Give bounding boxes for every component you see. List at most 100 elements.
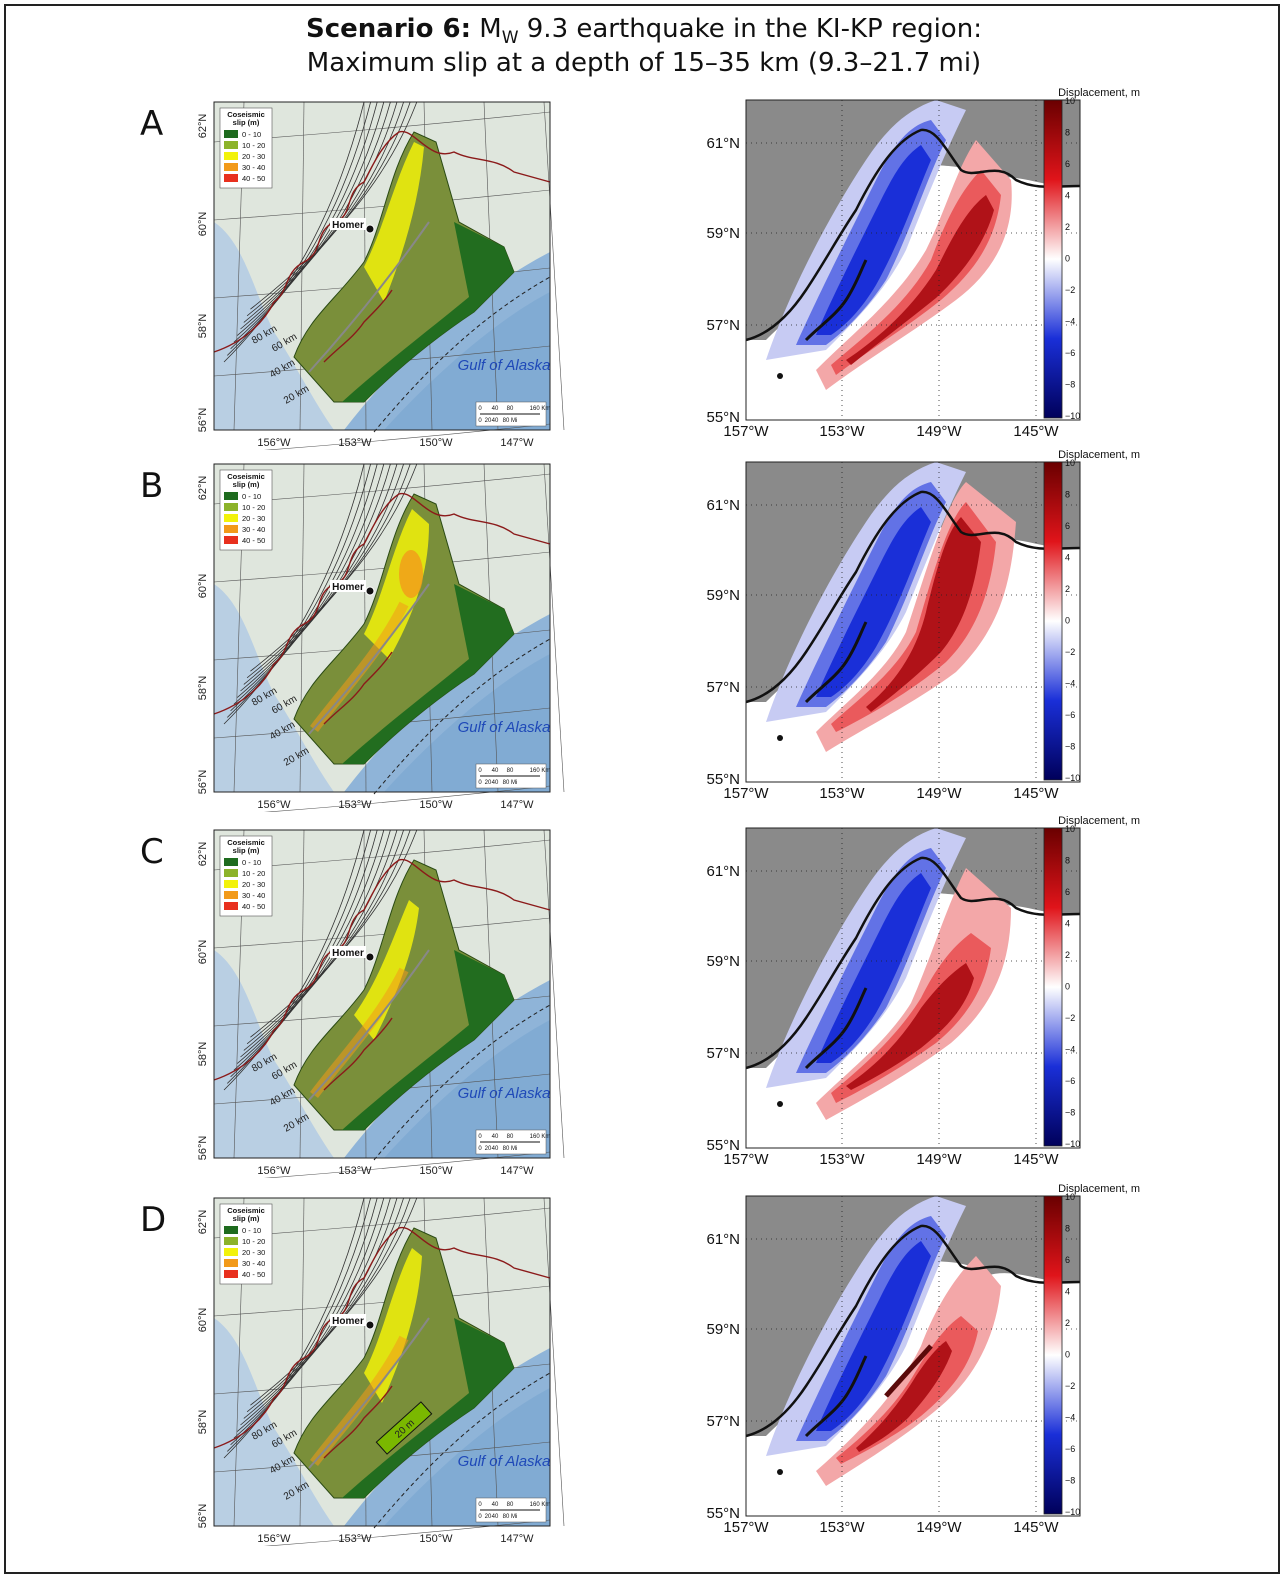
colorbar-tick: −2 <box>1065 285 1075 295</box>
subsidence-core <box>816 507 931 697</box>
slip-legend-swatch <box>224 1259 238 1267</box>
trench-line <box>373 638 551 795</box>
slip-legend-swatch <box>224 514 238 522</box>
colorbar-tick: 8 <box>1065 490 1070 500</box>
slip-legend-swatch <box>224 1270 238 1278</box>
scale-mi-label: 40 <box>492 1514 499 1520</box>
displacement-lat-tick: 55°N <box>706 1137 740 1154</box>
meridian-line <box>543 101 565 431</box>
slip-lon-tick: 156°W <box>257 799 291 811</box>
slip-legend-label: 20 - 30 <box>242 514 265 523</box>
slip-legend-label: 30 - 40 <box>242 525 265 534</box>
colorbar-bar <box>1043 827 1063 1147</box>
depth-contour <box>243 829 404 1051</box>
displacement-map-body: 157°W 153°W 149°W 145°W 61°N 59°N 57°N 55°N <box>706 99 1081 438</box>
colorbar-tick: −2 <box>1065 1381 1075 1391</box>
scale-mi-label: 20 <box>485 1514 492 1520</box>
coastline <box>213 1226 551 1449</box>
scale-km-label: 40 <box>492 406 499 412</box>
title-magnitude-text: 9.3 earthquake in the KI-KP region: <box>518 14 982 44</box>
slip-map-border <box>213 101 551 431</box>
depth-contour <box>250 463 418 672</box>
colorbar-bar <box>1043 99 1063 419</box>
slip-legend-label: 10 - 20 <box>242 141 265 150</box>
coastline <box>745 1224 1081 1438</box>
displacement-lon-tick: 145°W <box>1013 1519 1059 1534</box>
slip-legend-swatch <box>224 536 238 544</box>
scenario-label: Scenario 6: <box>306 14 471 44</box>
mid-depth-line <box>308 1317 430 1469</box>
scale-mi-label: 0 <box>478 1146 482 1152</box>
slip-lat-tick-group: 58°N <box>197 314 209 339</box>
colorbar-tick: −4 <box>1065 317 1075 327</box>
slip-lat-tick-group: 56°N <box>197 408 209 433</box>
colorbar-tick: −10 <box>1065 411 1080 421</box>
displacement-lon-tick: 157°W <box>723 423 769 438</box>
high-slip-band <box>354 900 419 1040</box>
scale-mi-label: 0 <box>478 418 482 424</box>
deep-ocean-shape <box>384 1388 550 1526</box>
uplift-core <box>866 517 981 712</box>
trench-line <box>373 1004 551 1161</box>
slip-legend-subtitle: slip (m) <box>233 118 260 127</box>
displacement-lon-tick: 149°W <box>916 1519 962 1534</box>
slip-legend-swatch <box>224 152 238 160</box>
slip-lat-tick: 58°N <box>197 676 209 701</box>
slip-lat-tick: 60°N <box>197 940 209 965</box>
displacement-lat-tick: 57°N <box>706 1045 740 1062</box>
title-magnitude-prefix: M <box>470 14 502 44</box>
scale-mi-label: 80 Mi <box>503 418 518 424</box>
bay-shape <box>214 950 334 1158</box>
slip-legend-swatch <box>224 141 238 149</box>
uplift-core <box>846 963 974 1090</box>
colorbar-tick: 4 <box>1065 191 1070 201</box>
displacement-lat-tick: 59°N <box>706 1321 740 1338</box>
slip-legend-label: 30 - 40 <box>242 891 265 900</box>
sea-label: Gulf of Alaska <box>458 719 551 736</box>
displacement-lon-tick: 149°W <box>916 785 962 800</box>
colorbar-tick: 8 <box>1065 1224 1070 1234</box>
parallel-line <box>263 1519 551 1546</box>
meridian-line <box>299 1197 305 1527</box>
scale-km-label: 40 <box>492 768 499 774</box>
slip-map-border <box>213 1197 551 1527</box>
displacement-lon-tick: 153°W <box>819 785 865 800</box>
depth-contour <box>223 101 365 363</box>
colorbar-tick: 8 <box>1065 856 1070 866</box>
displacement-lon-tick: 145°W <box>1013 1151 1059 1166</box>
colorbar-tick: −10 <box>1065 1139 1080 1149</box>
scale-km-label: 160 Km <box>530 1502 551 1508</box>
colorbar-tick: 0 <box>1065 982 1070 992</box>
displacement-map-border <box>745 461 1081 783</box>
scale-km-label: 80 <box>507 1134 514 1140</box>
panel-letter-c: C <box>140 832 164 872</box>
homer-label-box <box>330 946 366 958</box>
subsidence-core <box>816 145 931 335</box>
slip-legend-swatch <box>224 130 238 138</box>
slip-legend-swatch <box>224 163 238 171</box>
island-dot <box>777 373 783 379</box>
displacement-lat-tick: 57°N <box>706 317 740 334</box>
scale-km-label: 160 Km <box>530 768 551 774</box>
depth-contour <box>250 101 418 310</box>
displacement-map-body: 157°W 153°W 149°W 145°W 61°N 59°N 57°N 55°N <box>706 827 1081 1166</box>
meridian-line <box>543 1197 565 1527</box>
uplift-core <box>846 195 994 365</box>
shallow-slip-band <box>342 584 514 764</box>
kodiak-coastline <box>804 1355 868 1438</box>
colorbar-tick: 6 <box>1065 159 1070 169</box>
slip-legend-label: 30 - 40 <box>242 163 265 172</box>
subsidence-core <box>816 873 931 1063</box>
island-coastline <box>323 289 393 363</box>
scale-mi-label: 40 <box>492 418 499 424</box>
slip-legend-label: 0 - 10 <box>242 492 261 501</box>
coastline <box>213 130 551 353</box>
slip-lat-tick-group: 60°N <box>197 212 209 237</box>
slip-legend-title: Coseismic <box>227 838 265 847</box>
colorbar-tick: 10 <box>1065 1192 1075 1202</box>
depth-contour <box>223 463 365 725</box>
panel-letter-b: B <box>140 466 164 506</box>
scale-km-label: 0 <box>478 1134 482 1140</box>
slip-lon-tick: 150°W <box>419 1165 453 1177</box>
